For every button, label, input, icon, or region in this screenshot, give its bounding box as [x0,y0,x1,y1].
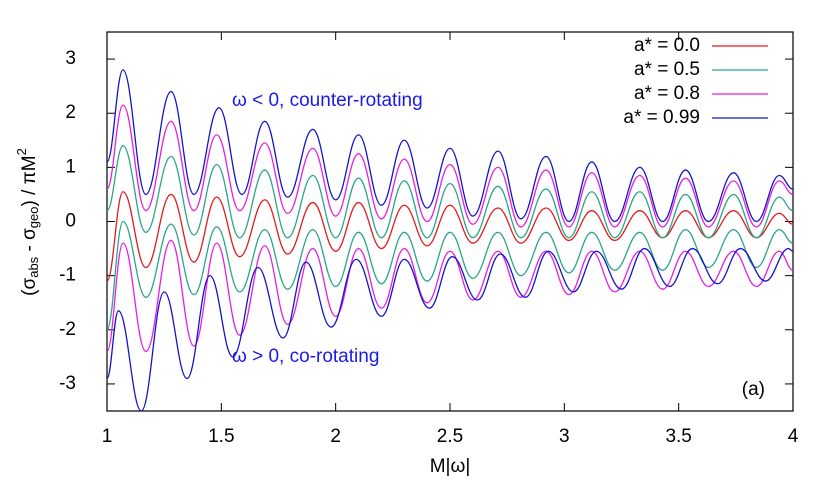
legend-label: a* = 0.5 [634,59,700,80]
panel-label: (a) [742,379,765,400]
annotation: ω < 0, counter-rotating [232,90,423,111]
x-tick-label: 1.5 [208,426,234,447]
x-tick-label: 2 [330,426,341,447]
curve [106,239,794,353]
legend-label: a* = 0.0 [634,35,700,56]
curve [106,220,794,331]
legend-label: a* = 0.8 [634,83,700,104]
y-label-sub: geo [26,206,41,228]
y-axis-label: (σabs - σgeo) / πM2 [14,148,41,296]
y-tick-label: -2 [59,319,76,340]
curve [106,247,794,412]
curve [106,104,794,228]
y-label-sup: 2 [14,148,29,155]
x-axis-label: M|ω| [430,456,471,477]
y-label-sub: abs [26,256,41,277]
y-tick-label: -1 [59,265,76,286]
y-label-part: (σ [19,278,40,296]
x-tick-label: 3 [559,426,570,447]
x-tick-label: 2.5 [437,426,463,447]
curve [106,145,794,239]
curve [106,191,794,282]
x-tick-label: 3.5 [665,426,691,447]
y-label-part: - σ [19,228,40,257]
legend-label: a* = 0.99 [623,107,700,128]
y-tick-label: 0 [65,211,76,232]
y-tick-label: 1 [65,156,76,177]
y-tick-label: 3 [65,48,76,69]
y-label-part: ) / πM [19,155,40,206]
x-tick-label: 1 [102,426,113,447]
y-tick-label: 2 [65,102,76,123]
y-tick-label: -3 [59,373,76,394]
x-tick-label: 4 [788,426,799,447]
annotation: ω > 0, co-rotating [232,346,379,367]
curve [106,69,794,223]
